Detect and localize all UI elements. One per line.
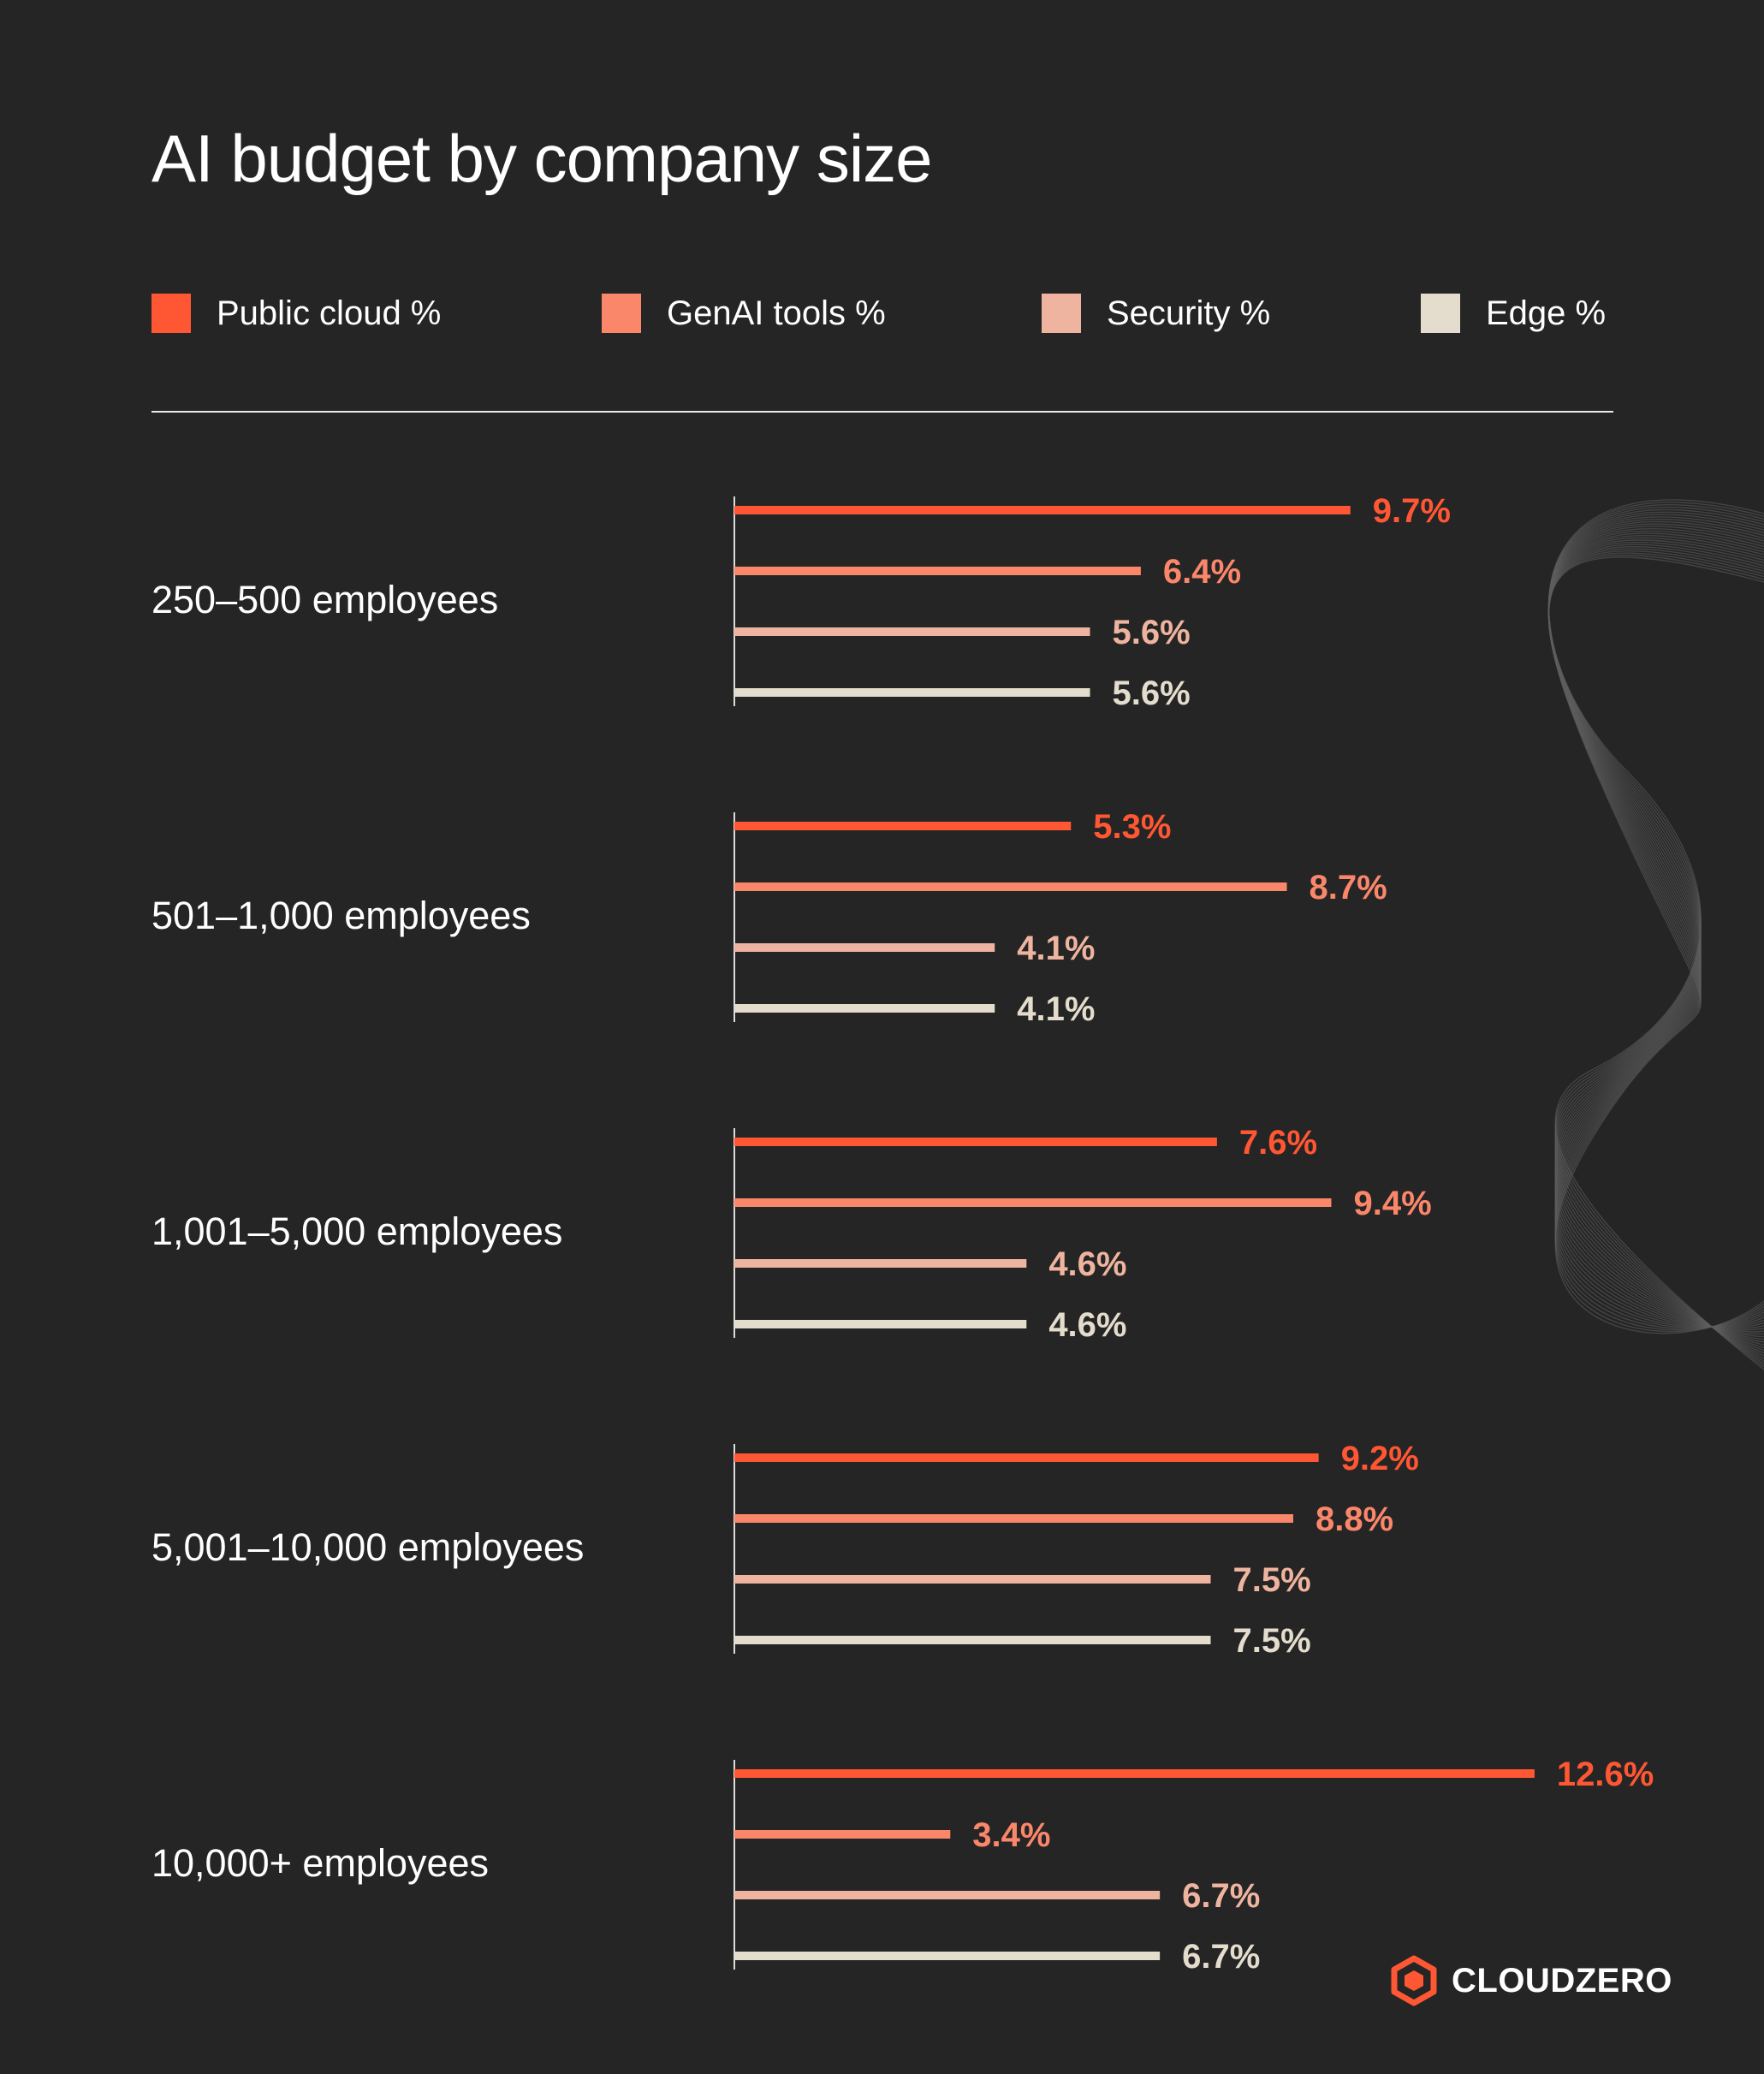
- bar: [734, 1453, 1319, 1462]
- category-label: 1,001–5,000 employees: [151, 1209, 562, 1253]
- bar-value-label: 9.4%: [1353, 1185, 1431, 1222]
- bar: [734, 882, 1287, 891]
- legend-swatch-genai-tools: [602, 294, 641, 333]
- legend-swatch-edge: [1421, 294, 1460, 333]
- legend-item-edge: Edge %: [1421, 291, 1606, 336]
- bar-value-label: 8.8%: [1316, 1501, 1393, 1538]
- bar-value-label: 6.7%: [1182, 1877, 1260, 1915]
- bar-value-label: 7.5%: [1233, 1561, 1311, 1599]
- legend-item-genai-tools: GenAI tools %: [602, 291, 886, 336]
- legend-swatch-security: [1042, 294, 1081, 333]
- bar-value-label: 5.6%: [1113, 614, 1191, 651]
- bar-value-label: 4.1%: [1017, 990, 1095, 1028]
- bar: [734, 822, 1072, 830]
- bar-value-label: 7.6%: [1239, 1124, 1317, 1162]
- legend-label-security: Security %: [1107, 294, 1271, 332]
- legend-item-security: Security %: [1042, 291, 1270, 336]
- decorative-wave-lines: [1547, 499, 1764, 1370]
- bar: [734, 1830, 951, 1839]
- category-label: 501–1,000 employees: [151, 894, 531, 937]
- bar-value-label: 12.6%: [1557, 1756, 1654, 1793]
- category-label: 5,001–10,000 employees: [151, 1525, 584, 1569]
- bar: [734, 506, 1351, 514]
- bar: [734, 688, 1090, 697]
- bar-value-label: 4.6%: [1048, 1306, 1126, 1344]
- bar: [734, 1198, 1332, 1207]
- bar: [734, 1514, 1293, 1523]
- legend-label-public-cloud: Public cloud %: [217, 294, 442, 332]
- bar: [734, 1575, 1211, 1584]
- chart-title: AI budget by company size: [151, 121, 933, 196]
- bar: [734, 1952, 1161, 1960]
- bar: [734, 943, 995, 952]
- legend-divider: [151, 411, 1613, 413]
- bar-value-label: 9.2%: [1341, 1440, 1419, 1477]
- bar: [734, 1004, 995, 1013]
- bar-value-label: 4.6%: [1048, 1245, 1126, 1283]
- brand-logo: CLOUDZERO: [1388, 1955, 1672, 2006]
- legend-label-edge: Edge %: [1486, 294, 1607, 332]
- category-label: 10,000+ employees: [151, 1841, 489, 1885]
- bar: [734, 1636, 1211, 1644]
- bar-value-label: 4.1%: [1017, 930, 1095, 967]
- bar-value-label: 7.5%: [1233, 1622, 1311, 1660]
- bar-value-label: 6.7%: [1182, 1938, 1260, 1976]
- bar: [734, 1320, 1027, 1328]
- bar: [734, 1138, 1217, 1146]
- bar: [734, 1769, 1535, 1778]
- bar-value-label: 5.3%: [1093, 808, 1171, 846]
- bar: [734, 567, 1141, 575]
- legend-label-genai-tools: GenAI tools %: [667, 294, 886, 332]
- bar-value-label: 5.6%: [1113, 674, 1191, 712]
- bar: [734, 627, 1090, 636]
- bar: [734, 1891, 1161, 1899]
- bar-value-label: 3.4%: [972, 1816, 1050, 1854]
- bar-value-label: 6.4%: [1163, 553, 1241, 591]
- category-label: 250–500 employees: [151, 578, 498, 621]
- legend-item-public-cloud: Public cloud %: [151, 291, 441, 336]
- bar-value-label: 8.7%: [1310, 869, 1387, 906]
- bar: [734, 1259, 1027, 1268]
- bar-value-label: 9.7%: [1373, 492, 1451, 530]
- legend-swatch-public-cloud: [151, 294, 191, 333]
- chart-marks: 250–500 employees 9.7% 6.4% 5.6% 5.6% 501–1,0…: [151, 492, 1654, 1976]
- brand-name: CLOUDZERO: [1452, 1961, 1672, 2000]
- cloudzero-logo-icon: [1391, 1955, 1437, 2006]
